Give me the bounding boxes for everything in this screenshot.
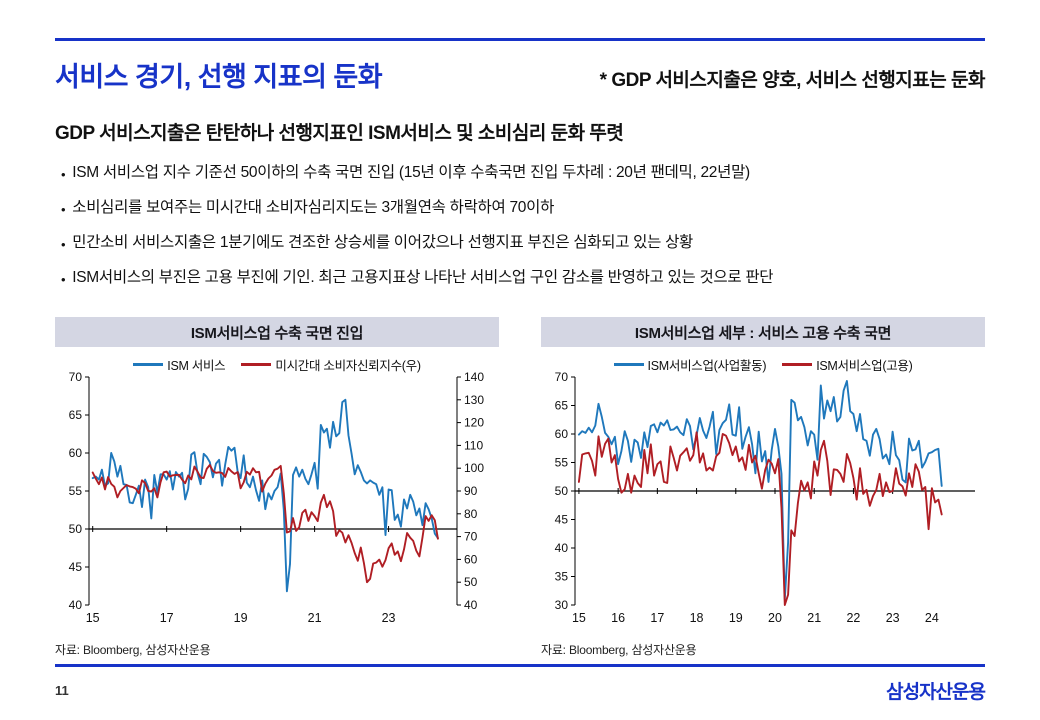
bullet-item: ISM 서비스업 지수 기준선 50이하의 수축 국면 진입 (15년 이후 수…: [55, 163, 985, 184]
legend-label: ISM서비스업(고용): [816, 359, 913, 373]
footer-rule: [55, 664, 985, 667]
x-axis-tick-label: 19: [234, 611, 248, 625]
y-axis-tick-label: 45: [555, 513, 569, 527]
bullet-list: ISM 서비스업 지수 기준선 50이하의 수축 국면 진입 (15년 이후 수…: [55, 163, 985, 289]
y-axis-tick-label: 55: [69, 484, 83, 498]
page-number: 11: [55, 683, 69, 698]
legend-line-swatch: [613, 363, 644, 366]
line-chart-svg: 30 35 40 45 50 55 60 65 70 15 16 17 18 19 20 21 22 23 24: [555, 370, 975, 625]
y-axis-tick-label: 60: [555, 427, 569, 441]
y-axis-tick-label: 70: [555, 370, 569, 384]
chart-panel-ism-employment: ISM서비스업 세부 : 서비스 고용 수축 국면 ISM서비스업(사업활동) …: [541, 317, 985, 658]
x-axis-tick-label: 23: [382, 611, 396, 625]
chart-source: 자료: Bloomberg, 삼성자산운용: [55, 643, 211, 657]
chart-title: ISM서비스업 수축 국면 진입: [55, 317, 499, 347]
x-axis-tick-label: 16: [611, 611, 625, 625]
y-axis-tick-label: 130: [464, 393, 484, 407]
y-axis-tick-label: 90: [464, 484, 478, 498]
header-note: * GDP 서비스지출은 양호, 서비스 선행지표는 둔화: [599, 70, 986, 91]
chart-legend: ISM서비스업(사업활동) ISM서비스업(고용): [541, 355, 985, 374]
y-axis-tick-label: 50: [555, 484, 569, 498]
legend-line-swatch: [133, 363, 164, 366]
y-axis-tick-label: 50: [69, 522, 83, 536]
series-line-0: [91, 398, 439, 593]
chart-box: ISM 서비스 미시간대 소비자신뢰지수(우) 40 45 50 55 60 65 70 40…: [55, 353, 499, 629]
y-axis-tick-label: 60: [464, 552, 478, 566]
x-axis-tick-label: 18: [690, 611, 704, 625]
legend-item: 미시간대 소비자신뢰지수(우): [241, 355, 421, 374]
chart-title: ISM서비스업 세부 : 서비스 고용 수축 국면: [541, 317, 985, 347]
x-axis-tick-label: 22: [846, 611, 860, 625]
legend-item: ISM서비스업(사업활동): [613, 355, 767, 374]
y-axis-tick-label: 55: [555, 456, 569, 470]
y-axis-tick-label: 70: [69, 370, 83, 384]
x-axis-tick-label: 24: [925, 611, 939, 625]
section-heading: GDP 서비스지출은 탄탄하나 선행지표인 ISM서비스 및 소비심리 둔화 뚜…: [55, 123, 624, 144]
x-axis-tick-label: 20: [768, 611, 782, 625]
chart-source: 자료: Bloomberg, 삼성자산운용: [541, 643, 697, 657]
legend-line-swatch: [241, 363, 272, 366]
x-axis-tick-label: 21: [308, 611, 322, 625]
legend-line-swatch: [782, 363, 813, 366]
legend-label: ISM서비스업(사업활동): [647, 359, 767, 373]
top-rule: [55, 38, 985, 41]
chart-box: ISM서비스업(사업활동) ISM서비스업(고용) 30 35 40 45 50 55 60…: [541, 353, 985, 629]
x-axis-tick-label: 15: [572, 611, 586, 625]
series-line-0: [577, 380, 943, 601]
charts-row: ISM서비스업 수축 국면 진입 ISM 서비스 미시간대 소비자신뢰지수(우)…: [55, 317, 985, 658]
y-axis-tick-label: 30: [555, 598, 569, 612]
y-axis-tick-label: 140: [464, 370, 484, 384]
legend-label: 미시간대 소비자신뢰지수(우): [275, 359, 421, 373]
y-axis-tick-label: 60: [69, 446, 83, 460]
chart-panel-ism-contraction: ISM서비스업 수축 국면 진입 ISM 서비스 미시간대 소비자신뢰지수(우)…: [55, 317, 499, 658]
page-title: 서비스 경기, 선행 지표의 둔화: [55, 62, 383, 92]
bullet-item: 민간소비 서비스지출은 1분기에도 견조한 상승세를 이어갔으나 선행지표 부진…: [55, 233, 985, 254]
y-axis-tick-label: 40: [555, 541, 569, 555]
footer: 11 삼성자산운용: [55, 677, 986, 704]
x-axis-tick-label: 15: [86, 611, 100, 625]
bullet-item: ISM서비스의 부진은 고용 부진에 기인. 최근 고용지표상 나타난 서비스업…: [55, 268, 985, 289]
bullet-item: 소비심리를 보여주는 미시간대 소비자심리지도는 3개월연속 하락하여 70이하: [55, 198, 985, 219]
y-axis-tick-label: 120: [464, 416, 484, 430]
x-axis-tick-label: 19: [729, 611, 743, 625]
header: 서비스 경기, 선행 지표의 둔화 * GDP 서비스지출은 양호, 서비스 선…: [55, 55, 986, 94]
series-line-1: [91, 464, 439, 584]
chart-legend: ISM 서비스 미시간대 소비자신뢰지수(우): [55, 355, 499, 374]
y-axis-tick-label: 100: [464, 461, 484, 475]
y-axis-tick-label: 35: [555, 570, 569, 584]
y-axis-tick-label: 110: [464, 438, 483, 452]
y-axis-tick-label: 40: [464, 598, 478, 612]
y-axis-tick-label: 50: [464, 575, 478, 589]
y-axis-tick-label: 40: [69, 598, 83, 612]
company-logo: 삼성자산운용: [886, 682, 986, 703]
line-chart-svg: 40 45 50 55 60 65 70 40 50 60 70 80 90 100 110 120 130 14…: [69, 370, 485, 625]
y-axis-tick-label: 65: [69, 408, 83, 422]
x-axis-tick-label: 23: [886, 611, 900, 625]
y-axis-tick-label: 80: [464, 507, 478, 521]
y-axis-tick-label: 45: [69, 560, 83, 574]
y-axis-tick-label: 65: [555, 399, 569, 413]
y-axis-tick-label: 70: [464, 530, 478, 544]
legend-label: ISM 서비스: [167, 359, 226, 373]
legend-item: ISM서비스업(고용): [782, 355, 913, 374]
x-axis-tick-label: 17: [160, 611, 174, 625]
x-axis-tick-label: 21: [807, 611, 821, 625]
series-line-1: [577, 431, 943, 606]
x-axis-tick-label: 17: [650, 611, 664, 625]
legend-item: ISM 서비스: [133, 355, 226, 374]
